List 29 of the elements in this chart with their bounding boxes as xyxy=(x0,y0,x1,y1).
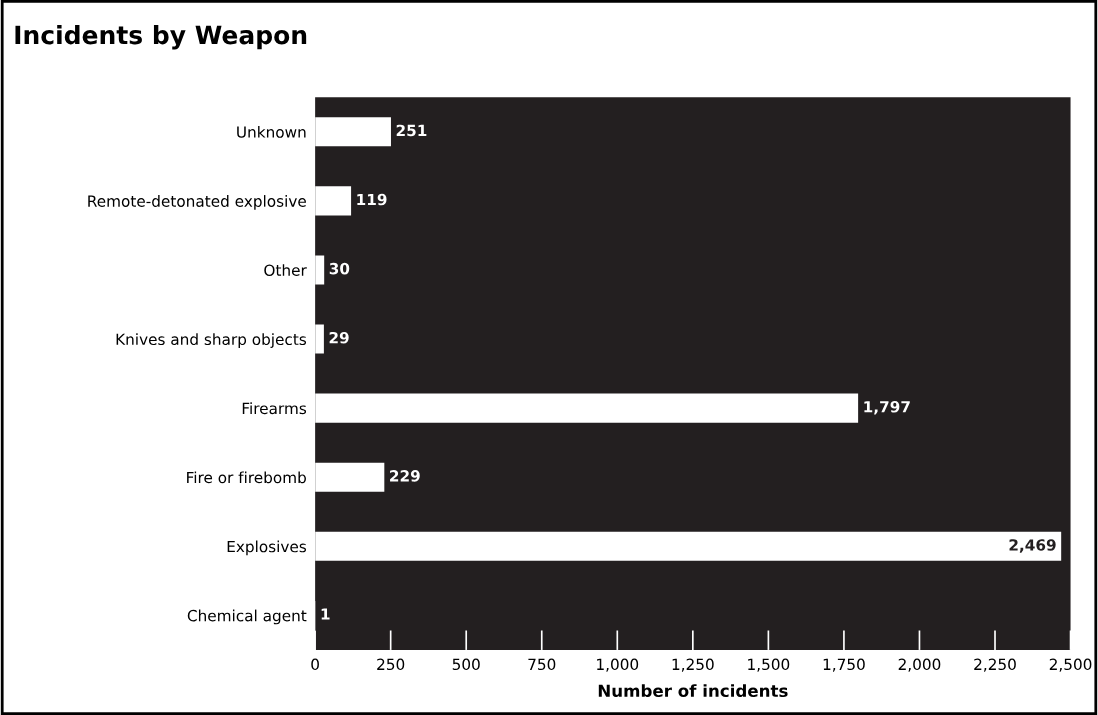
x-axis-title: Number of incidents xyxy=(598,684,788,698)
y-tick-label: Fire or firebomb xyxy=(187,471,306,484)
x-tick-label: 250 xyxy=(377,658,405,671)
y-tick-label: Explosives xyxy=(227,540,307,556)
x-tick-label: 1,750 xyxy=(823,658,865,672)
data-label: 119 xyxy=(357,193,387,206)
x-tick-label: 500 xyxy=(452,658,480,671)
x-tick-label: 1,000 xyxy=(597,658,639,672)
x-tick-label: 2,500 xyxy=(1049,658,1092,672)
data-label: 1 xyxy=(321,608,330,620)
y-tick-label: Unknown xyxy=(237,125,306,138)
data-label: 29 xyxy=(329,331,349,344)
x-tick-label: 750 xyxy=(528,658,556,671)
data-label: 30 xyxy=(329,262,350,275)
y-tick-label: Remote-detonated explosive xyxy=(88,195,306,210)
chart-title: Incidents by Weapon xyxy=(15,25,307,50)
data-label: 2,469 xyxy=(1009,539,1056,553)
x-tick-label: 0 xyxy=(311,658,319,671)
x-tick-label: 1,500 xyxy=(748,658,790,672)
data-label: 251 xyxy=(396,124,427,137)
y-tick-label: Knives and sharp objects xyxy=(116,333,307,349)
y-tick-label: Other xyxy=(264,264,307,276)
data-label: 229 xyxy=(390,470,420,482)
y-tick-label: Firearms xyxy=(242,402,307,415)
y-tick-label: Chemical agent xyxy=(187,609,307,625)
x-tick-label: 2,250 xyxy=(974,658,1016,672)
x-tick-label: 1,250 xyxy=(672,658,714,672)
data-label: 1,797 xyxy=(864,401,910,415)
x-tick-label: 2,000 xyxy=(898,658,941,672)
